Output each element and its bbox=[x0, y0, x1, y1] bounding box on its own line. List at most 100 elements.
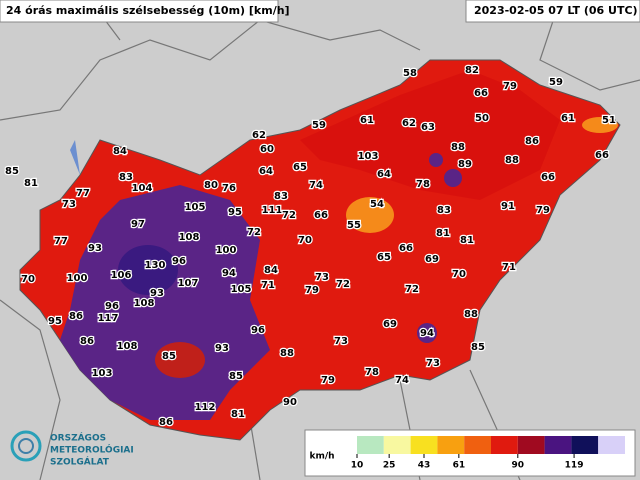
station-value: 73 bbox=[334, 336, 348, 347]
station-value: 76 bbox=[222, 183, 236, 194]
legend-swatch bbox=[464, 436, 491, 454]
station-value: 105 bbox=[185, 202, 206, 213]
station-value: 108 bbox=[117, 341, 138, 352]
station-value: 77 bbox=[76, 188, 90, 199]
legend-tick-label: 25 bbox=[383, 461, 396, 471]
station-value: 105 bbox=[231, 284, 252, 295]
station-value: 51 bbox=[602, 115, 616, 126]
legend-swatch bbox=[598, 436, 625, 454]
station-value: 100 bbox=[216, 245, 237, 256]
station-value: 86 bbox=[525, 136, 539, 147]
station-value: 83 bbox=[274, 191, 288, 202]
legend-swatch bbox=[410, 436, 438, 454]
station-value: 93 bbox=[150, 288, 164, 299]
station-value: 63 bbox=[421, 122, 435, 133]
station-value: 96 bbox=[172, 256, 186, 267]
logo-text: SZOLGÁLAT bbox=[50, 456, 110, 468]
station-value: 66 bbox=[474, 88, 488, 99]
station-value: 88 bbox=[451, 142, 465, 153]
station-value: 79 bbox=[321, 375, 335, 386]
station-value: 84 bbox=[113, 146, 127, 157]
station-value: 90 bbox=[283, 397, 297, 408]
station-value: 73 bbox=[62, 199, 76, 210]
station-value: 88 bbox=[505, 155, 519, 166]
station-value: 50 bbox=[475, 113, 489, 124]
station-value: 104 bbox=[132, 183, 153, 194]
logo-icon bbox=[10, 430, 42, 462]
station-value: 65 bbox=[293, 162, 307, 173]
station-value: 55 bbox=[347, 220, 361, 231]
station-value: 64 bbox=[377, 169, 391, 180]
legend-swatch bbox=[571, 436, 599, 454]
station-value: 94 bbox=[420, 328, 434, 339]
station-value: 93 bbox=[88, 243, 102, 254]
station-value: 62 bbox=[252, 130, 266, 141]
zone bbox=[444, 169, 462, 187]
station-value: 111 bbox=[262, 205, 283, 216]
legend-swatch bbox=[517, 436, 545, 454]
station-value: 95 bbox=[228, 207, 242, 218]
legend-swatch bbox=[383, 436, 411, 454]
logo-text: METEOROLÓGIAI bbox=[50, 444, 134, 456]
station-value: 71 bbox=[261, 280, 275, 291]
station-value: 79 bbox=[305, 285, 319, 296]
legend-swatch bbox=[544, 436, 572, 454]
title: 24 órás maximális szélsebesség (10m) [km… bbox=[6, 4, 290, 17]
station-value: 85 bbox=[5, 166, 19, 177]
station-value: 117 bbox=[98, 313, 119, 324]
station-value: 73 bbox=[426, 358, 440, 369]
station-value: 82 bbox=[465, 65, 479, 76]
station-value: 83 bbox=[119, 172, 133, 183]
station-value: 103 bbox=[358, 151, 379, 162]
station-value: 96 bbox=[251, 325, 265, 336]
station-value: 95 bbox=[48, 316, 62, 327]
station-value: 79 bbox=[503, 81, 517, 92]
station-value: 66 bbox=[595, 150, 609, 161]
station-value: 60 bbox=[260, 144, 274, 155]
station-value: 77 bbox=[54, 236, 68, 247]
station-value: 73 bbox=[315, 272, 329, 283]
time-box bbox=[465, 0, 640, 23]
station-value: 88 bbox=[280, 348, 294, 359]
station-value: 86 bbox=[69, 311, 83, 322]
station-value: 80 bbox=[204, 180, 218, 191]
station-value: 89 bbox=[458, 159, 472, 170]
station-value: 130 bbox=[145, 260, 166, 271]
station-value: 72 bbox=[336, 279, 350, 290]
logo-text: ORSZÁGOS bbox=[50, 432, 106, 444]
station-value: 106 bbox=[111, 270, 132, 281]
legend-swatch bbox=[437, 436, 465, 454]
station-value: 74 bbox=[395, 375, 409, 386]
station-value: 94 bbox=[222, 268, 236, 279]
zone bbox=[346, 197, 394, 233]
legend: 10 25 43 61 90 119 bbox=[351, 436, 625, 471]
legend-unit: km/h bbox=[309, 452, 334, 462]
station-value: 72 bbox=[405, 284, 419, 295]
station-value: 78 bbox=[365, 367, 379, 378]
station-value: 81 bbox=[24, 178, 38, 189]
station-value: 112 bbox=[195, 402, 216, 413]
legend-tick-label: 10 bbox=[351, 461, 364, 471]
station-value: 86 bbox=[80, 336, 94, 347]
station-value: 74 bbox=[309, 180, 323, 191]
station-value: 69 bbox=[425, 254, 439, 265]
station-value: 59 bbox=[312, 120, 326, 131]
station-value: 65 bbox=[377, 252, 391, 263]
station-value: 61 bbox=[360, 115, 374, 126]
lake bbox=[70, 140, 80, 175]
station-value: 72 bbox=[247, 227, 261, 238]
station-value: 81 bbox=[436, 228, 450, 239]
station-value: 71 bbox=[502, 262, 516, 273]
zone bbox=[429, 153, 443, 167]
station-value: 70 bbox=[452, 269, 466, 280]
zone bbox=[155, 342, 205, 378]
station-value: 96 bbox=[105, 301, 119, 312]
station-value: 83 bbox=[437, 205, 451, 216]
time: 2023-02-05 07 LT (06 UTC) bbox=[474, 4, 638, 17]
station-value: 84 bbox=[264, 265, 278, 276]
station-value: 78 bbox=[416, 179, 430, 190]
station-value: 85 bbox=[229, 371, 243, 382]
zone bbox=[118, 245, 178, 295]
station-value: 91 bbox=[501, 201, 515, 212]
